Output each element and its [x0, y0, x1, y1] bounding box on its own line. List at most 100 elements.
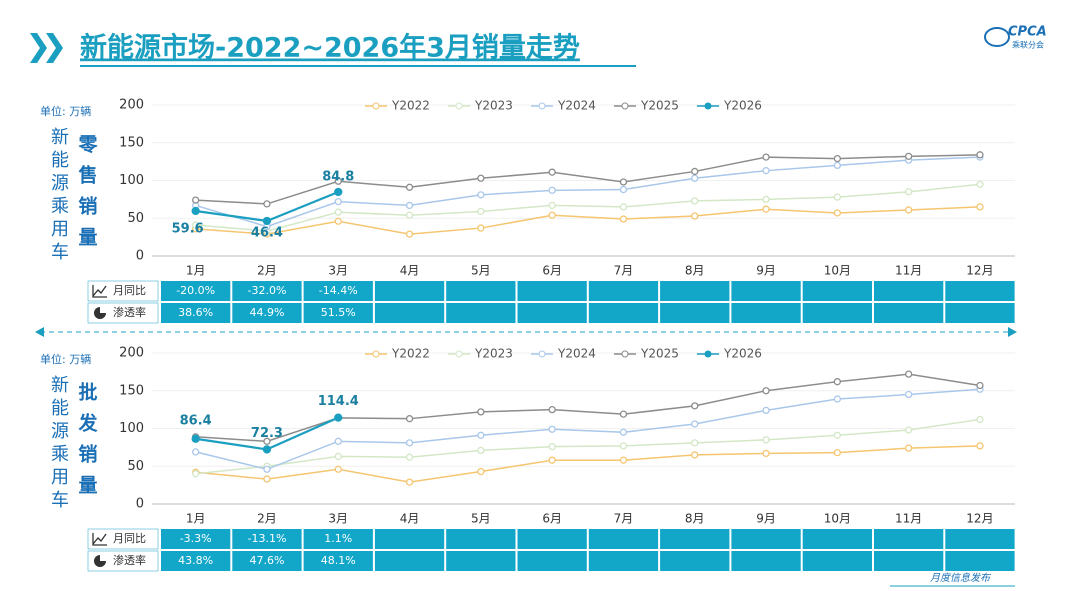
data-point [905, 426, 913, 434]
data-point [191, 221, 200, 229]
data-point [263, 437, 271, 445]
series-line [195, 154, 980, 205]
data-point [976, 151, 984, 159]
table-cell [161, 281, 231, 301]
data-point [905, 206, 913, 214]
data-point [762, 387, 770, 395]
data-point [262, 445, 272, 454]
data-point [691, 174, 699, 182]
data-point [191, 434, 200, 443]
table-cell [731, 551, 801, 571]
data-point [334, 217, 342, 225]
table-cell [588, 281, 659, 301]
side-label-char: 乘 [51, 444, 69, 465]
side-label-char: 源 [51, 173, 69, 194]
legend-marker [621, 102, 629, 110]
table-cell [517, 303, 587, 323]
data-point [548, 405, 556, 414]
y-tick-label: 0 [136, 497, 144, 512]
chevron-icon [30, 33, 63, 63]
data-point [833, 449, 841, 457]
y-tick-label: 150 [119, 135, 144, 150]
table-cell [802, 303, 872, 323]
legend-marker [372, 102, 380, 110]
legend-label: Y2024 [557, 99, 596, 113]
table-cell [660, 303, 730, 323]
table-cell [232, 303, 302, 323]
data-label: 46.4 [251, 225, 283, 240]
table-cell [945, 303, 1015, 323]
unit-label: 单位: 万辆 [40, 352, 91, 366]
chart-title-char: 零 [77, 134, 98, 156]
data-point [976, 180, 984, 188]
data-point [548, 201, 556, 210]
table-cell [374, 281, 445, 301]
table-value: 43.8% [178, 554, 213, 567]
table-value: 48.1% [321, 554, 356, 567]
x-tick-label: 5月 [471, 512, 491, 526]
data-point [477, 446, 485, 455]
y-tick-label: 200 [119, 98, 144, 113]
table-cell [731, 303, 801, 323]
data-point [548, 186, 556, 194]
table-value: 51.5% [321, 306, 356, 319]
table-cell [303, 281, 373, 301]
table-cell [660, 529, 730, 549]
divider [35, 327, 1017, 337]
data-point [477, 191, 485, 199]
legend-label: Y2022 [391, 99, 430, 113]
chart-title-char: 售 [77, 164, 97, 187]
table-cell [303, 529, 373, 549]
side-label-char: 车 [51, 490, 69, 511]
data-point [833, 395, 841, 403]
logo-subtext: 乘联分会 [1012, 40, 1044, 50]
data-point [691, 167, 699, 176]
data-point [263, 200, 271, 208]
data-point [833, 378, 841, 386]
data-point [762, 436, 770, 444]
table-cell [446, 529, 516, 549]
data-point [477, 408, 485, 416]
legend-marker [704, 350, 712, 358]
table-cell [374, 529, 445, 549]
x-tick-label: 12月 [966, 264, 993, 278]
y-tick-label: 50 [127, 211, 144, 226]
chart-title-char: 发 [77, 412, 98, 435]
side-label-char: 用 [51, 219, 69, 240]
data-point [477, 174, 485, 182]
x-tick-label: 6月 [542, 264, 562, 278]
table-cell [232, 551, 302, 571]
table-cell [161, 551, 231, 571]
row-icon [94, 307, 106, 319]
table-cell [303, 303, 373, 323]
table-cell [945, 281, 1015, 301]
data-point [548, 211, 556, 219]
data-point [691, 402, 699, 410]
x-tick-label: 10月 [824, 264, 851, 278]
table-value: -3.3% [180, 532, 212, 545]
legend-label: Y2024 [557, 347, 596, 361]
side-label-char: 能 [51, 398, 69, 419]
table-value: -13.1% [247, 532, 286, 545]
data-point [976, 203, 984, 211]
data-point [762, 205, 770, 213]
table-cell [588, 303, 659, 323]
data-point [691, 420, 699, 428]
row-header [87, 302, 159, 324]
data-point [405, 183, 414, 191]
data-point [405, 478, 414, 486]
side-label-char: 乘 [51, 196, 69, 217]
table-value: -32.0% [247, 284, 286, 297]
unit-label: 单位: 万辆 [40, 104, 91, 118]
table-value: -20.0% [176, 284, 215, 297]
x-tick-label: 2月 [257, 512, 277, 526]
legend-marker [704, 102, 712, 110]
data-point [619, 456, 628, 464]
x-tick-label: 1月 [186, 512, 206, 526]
table-value: 44.9% [249, 306, 284, 319]
x-tick-label: 3月 [328, 512, 348, 526]
y-tick-label: 200 [119, 346, 144, 361]
data-point [905, 444, 913, 452]
data-point [833, 209, 841, 217]
